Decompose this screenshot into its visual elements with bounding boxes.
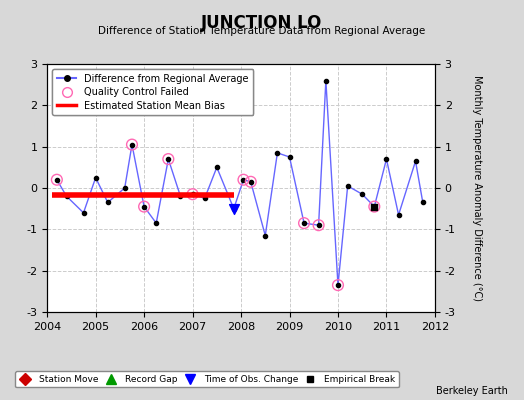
Point xyxy=(128,141,136,148)
Point xyxy=(300,220,308,226)
Point xyxy=(239,176,248,183)
Point xyxy=(230,206,238,212)
Point xyxy=(188,191,196,197)
Point xyxy=(140,203,148,210)
Text: Berkeley Earth: Berkeley Earth xyxy=(436,386,508,396)
Point xyxy=(370,203,378,210)
Legend: Station Move, Record Gap, Time of Obs. Change, Empirical Break: Station Move, Record Gap, Time of Obs. C… xyxy=(15,371,399,388)
Point xyxy=(314,222,323,228)
Point xyxy=(52,176,61,183)
Point xyxy=(246,178,255,185)
Point xyxy=(164,156,172,162)
Point xyxy=(334,282,342,288)
Legend: Difference from Regional Average, Quality Control Failed, Estimated Station Mean: Difference from Regional Average, Qualit… xyxy=(52,69,254,115)
Text: Difference of Station Temperature Data from Regional Average: Difference of Station Temperature Data f… xyxy=(99,26,425,36)
Text: JUNCTION LO: JUNCTION LO xyxy=(201,14,323,32)
Y-axis label: Monthly Temperature Anomaly Difference (°C): Monthly Temperature Anomaly Difference (… xyxy=(473,75,483,301)
Point xyxy=(370,203,378,210)
